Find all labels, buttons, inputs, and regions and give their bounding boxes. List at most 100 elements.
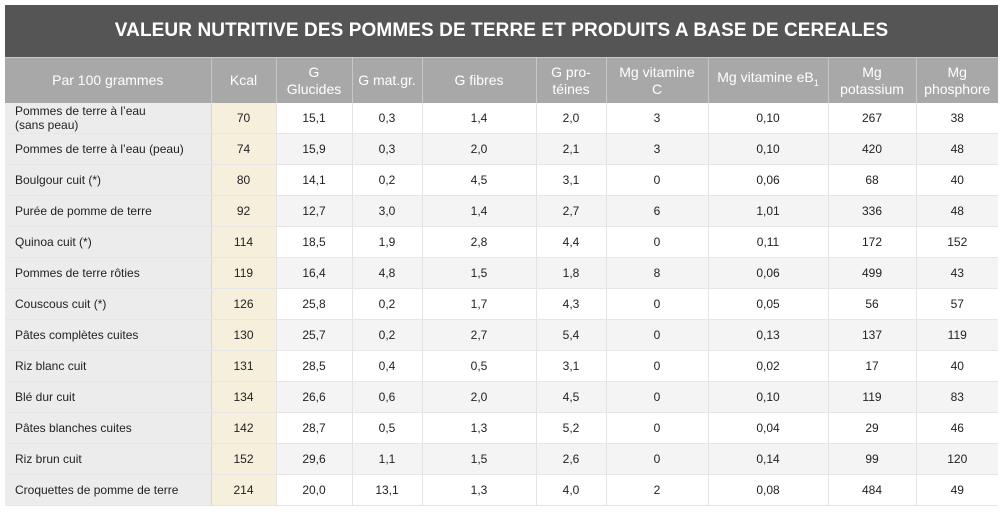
table-cell: 8: [606, 257, 709, 289]
row-label-line: (sans peau): [15, 118, 79, 132]
row-label-line: Blé dur cuit: [15, 390, 76, 404]
header-line-1: Kcal: [229, 72, 258, 88]
header-line-1: G: [308, 63, 320, 80]
table-cell: 0,10: [708, 381, 829, 413]
table-row: Croquettes de pomme de terre 214 20,0 13,1 1…: [5, 474, 998, 506]
header-line-2: phosphore: [924, 80, 991, 97]
row-label-line: Pâtes blanches cuites: [15, 421, 132, 435]
col-header-glucides: G Glucides: [276, 57, 353, 103]
row-label: Riz brun cuit: [5, 443, 212, 475]
table-cell: 3,0: [352, 195, 423, 227]
table-cell: 48: [916, 195, 998, 227]
row-label: Quinoa cuit (*): [5, 226, 212, 258]
header-line-2: potassium: [840, 80, 904, 97]
table-cell: 49: [916, 474, 998, 506]
row-label-line: Riz brun cuit: [15, 452, 82, 466]
table-row: Couscous cuit (*) 126 25,8 0,2 1,7 4,3 0 0,05 56…: [5, 288, 998, 320]
col-header-matieres-grasses: G mat.gr.: [352, 57, 423, 103]
table-cell: 56: [828, 288, 917, 320]
table-cell: 0,4: [352, 350, 423, 382]
table-cell: 4,8: [352, 257, 423, 289]
table-cell: 0,5: [352, 412, 423, 444]
table-cell: 1,1: [352, 443, 423, 475]
header-subscript: 1: [813, 77, 819, 88]
row-label: Purée de pomme de terre: [5, 195, 212, 227]
table-cell: 0,10: [708, 103, 829, 134]
table-cell: 137: [828, 319, 917, 351]
row-label-line: Pâtes complètes cuites: [15, 328, 139, 342]
table-cell: 1,4: [422, 103, 537, 134]
table-cell: 4,4: [536, 226, 607, 258]
table-cell: 4,5: [422, 164, 537, 196]
header-line-1: Par 100 grammes: [52, 72, 164, 88]
table-cell: 0,13: [708, 319, 829, 351]
nutrition-table: Par 100 grammes Kcal G Glucides G mat.gr. G f…: [5, 57, 998, 506]
table-cell: 119: [828, 381, 917, 413]
table-cell: 17: [828, 350, 917, 382]
row-label-line: Purée de pomme de terre: [15, 204, 152, 218]
header-line-1: Mg: [947, 63, 967, 80]
table-cell: 0: [606, 381, 709, 413]
table-cell: 2,8: [422, 226, 537, 258]
table-row: Pommes de terre à l’eau (peau) 74 15,9 0,3 2…: [5, 133, 998, 165]
table-cell: 0: [606, 350, 709, 382]
table-cell: 1,9: [352, 226, 423, 258]
col-header-portion: Par 100 grammes: [5, 57, 212, 103]
row-label: Boulgour cuit (*): [5, 164, 212, 196]
table-cell: 0,2: [352, 288, 423, 320]
table-cell: 0,5: [422, 350, 537, 382]
table-cell: 336: [828, 195, 917, 227]
table-cell: 12,7: [276, 195, 353, 227]
table-cell: 2,6: [536, 443, 607, 475]
header-line-1: G pro-: [551, 63, 591, 80]
table-cell: 46: [916, 412, 998, 444]
table-cell: 0,06: [708, 164, 829, 196]
table-cell: 2,0: [536, 103, 607, 134]
table-cell: 267: [828, 103, 917, 134]
table-cell: 26,6: [276, 381, 353, 413]
table-cell: 130: [211, 319, 277, 351]
table-cell: 0,06: [708, 257, 829, 289]
header-line-1: G fibres: [454, 72, 504, 88]
table-cell: 0,2: [352, 319, 423, 351]
table-cell: 142: [211, 412, 277, 444]
col-header-vitamine-c: Mg vitamine C: [606, 57, 709, 103]
table-row: Riz brun cuit 152 29,6 1,1 1,5 2,6 0 0,14 99 120: [5, 443, 998, 475]
row-label: Blé dur cuit: [5, 381, 212, 413]
table-cell: 3: [606, 133, 709, 165]
table-cell: 4,5: [536, 381, 607, 413]
table-cell: 2,0: [422, 381, 537, 413]
row-label-line: Pommes de terre rôties: [15, 266, 140, 280]
table-cell: 1,01: [708, 195, 829, 227]
table-cell: 0: [606, 226, 709, 258]
table-cell: 131: [211, 350, 277, 382]
table-cell: 152: [211, 443, 277, 475]
table-cell: 0,05: [708, 288, 829, 320]
table-cell: 0,02: [708, 350, 829, 382]
table-cell: 2,7: [422, 319, 537, 351]
table-cell: 13,1: [352, 474, 423, 506]
table-cell: 126: [211, 288, 277, 320]
table-row: Riz blanc cuit 131 28,5 0,4 0,5 3,1 0 0,02 17 40: [5, 350, 998, 382]
table-cell: 83: [916, 381, 998, 413]
table-cell: 14,1: [276, 164, 353, 196]
row-label-line: Croquettes de pomme de terre: [15, 483, 179, 497]
row-label: Pâtes complètes cuites: [5, 319, 212, 351]
table-cell: 1,5: [422, 443, 537, 475]
row-label: Croquettes de pomme de terre: [5, 474, 212, 506]
table-cell: 484: [828, 474, 917, 506]
table-cell: 99: [828, 443, 917, 475]
table-body: Pommes de terre à l’eau (sans peau) 70 15,1…: [5, 103, 998, 506]
table-cell: 2: [606, 474, 709, 506]
row-label: Couscous cuit (*): [5, 288, 212, 320]
row-label: Pâtes blanches cuites: [5, 412, 212, 444]
table-cell: 2,7: [536, 195, 607, 227]
table-cell: 40: [916, 164, 998, 196]
table-cell: 152: [916, 226, 998, 258]
table-cell: 214: [211, 474, 277, 506]
table-cell: 3: [606, 103, 709, 134]
table-cell: 120: [916, 443, 998, 475]
table-cell: 0: [606, 443, 709, 475]
table-cell: 2,0: [422, 133, 537, 165]
row-label-line: Boulgour cuit (*): [15, 173, 102, 187]
